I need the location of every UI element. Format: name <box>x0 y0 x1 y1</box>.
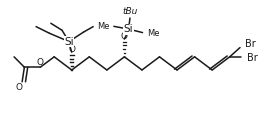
Text: O: O <box>68 45 75 54</box>
Text: Br: Br <box>247 53 258 63</box>
Text: Me: Me <box>97 22 110 31</box>
Text: Si: Si <box>64 37 74 47</box>
Text: tBu: tBu <box>122 7 138 16</box>
Text: Si: Si <box>124 24 133 34</box>
Text: Br: Br <box>245 39 256 49</box>
Text: O: O <box>121 32 128 41</box>
Text: O: O <box>37 58 44 66</box>
Text: Me: Me <box>148 29 160 38</box>
Text: O: O <box>16 83 23 92</box>
